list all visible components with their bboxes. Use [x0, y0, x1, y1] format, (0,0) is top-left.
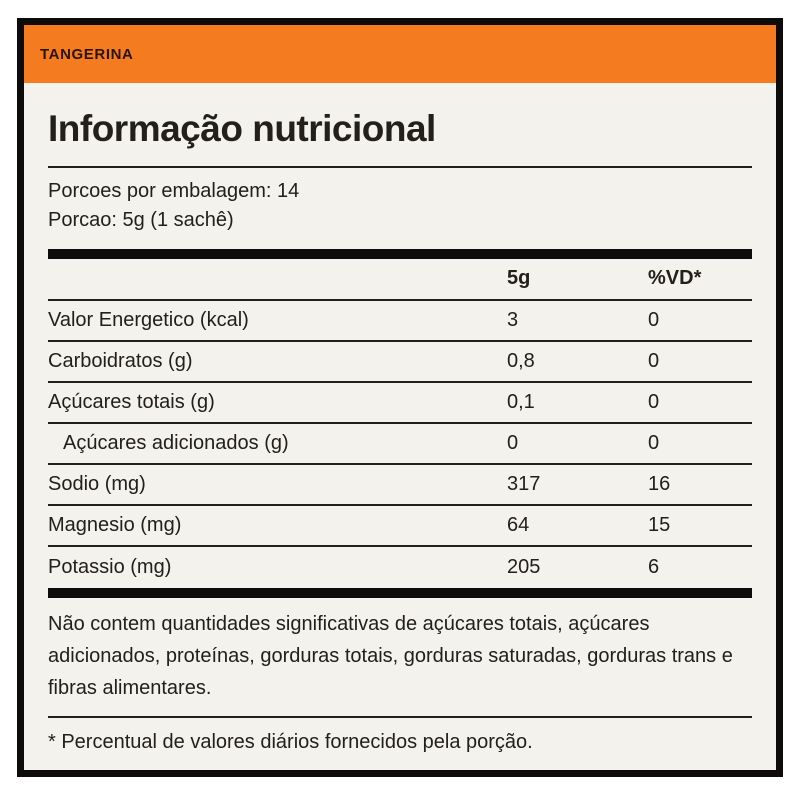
nutrient-name: Valor Energetico (kcal)	[48, 308, 249, 331]
table-row: Açúcares totais (g) 0,1 0	[48, 383, 752, 424]
flavor-band: TANGERINA	[24, 25, 776, 83]
table-row: Valor Energetico (kcal) 3 0	[48, 301, 752, 342]
nutrient-vd: 6	[648, 555, 660, 578]
nutrient-amount: 3	[507, 308, 519, 331]
nutrient-vd: 0	[648, 390, 660, 413]
label-content: Informação nutricional Porcoes por embal…	[24, 83, 776, 766]
table-row: Açúcares adicionados (g) 0 0	[48, 424, 752, 465]
portion-size: Porcao: 5g (1 sachê)	[48, 208, 234, 231]
significance-note: Não contem quantidades significativas de…	[48, 612, 733, 699]
nutrient-vd: 0	[648, 431, 660, 454]
footnote-divider	[48, 715, 752, 718]
nutrient-vd: 0	[648, 349, 660, 372]
table-bottom-bar	[48, 587, 752, 598]
flavor-name: TANGERINA	[40, 45, 134, 63]
nutrient-amount: 205	[507, 555, 541, 578]
table-row: Potassio (mg) 205 6	[48, 547, 752, 588]
table-header-row: 5g %VD*	[48, 259, 752, 301]
title-divider	[48, 165, 752, 168]
table-row: Sodio (mg) 317 16	[48, 465, 752, 506]
nutrient-vd: 15	[648, 513, 671, 536]
nutrient-name: Açúcares adicionados (g)	[63, 431, 289, 454]
table-row: Magnesio (mg) 64 15	[48, 506, 752, 547]
page-title: Informação nutricional	[48, 108, 436, 149]
nutrient-name: Potassio (mg)	[48, 555, 172, 578]
nutrient-amount: 0	[507, 431, 519, 454]
servings-per-package: Porcoes por embalagem: 14	[48, 179, 300, 202]
nutrient-name: Sodio (mg)	[48, 472, 146, 495]
nutrient-amount: 0,1	[507, 390, 535, 413]
nutrient-amount: 0,8	[507, 349, 535, 372]
table-row: Carboidratos (g) 0,8 0	[48, 342, 752, 383]
nutrient-name: Magnesio (mg)	[48, 513, 182, 536]
table-top-bar	[48, 248, 752, 259]
nutrient-amount: 64	[507, 513, 530, 536]
daily-value-footnote: * Percentual de valores diários fornecid…	[48, 730, 533, 753]
nutrient-name: Carboidratos (g)	[48, 349, 193, 372]
column-header-amount: 5g	[507, 267, 531, 290]
nutrient-vd: 0	[648, 308, 660, 331]
nutrition-table: 5g %VD* Valor Energetico (kcal) 3 0 Carb…	[48, 259, 752, 588]
serving-info: Porcoes por embalagem: 14 Porcao: 5g (1 …	[48, 168, 752, 249]
nutrient-amount: 317	[507, 472, 541, 495]
nutrient-vd: 16	[648, 472, 671, 495]
nutrition-label-card: TANGERINA Informação nutricional Porcoes…	[17, 18, 783, 777]
nutrient-name: Açúcares totais (g)	[48, 390, 215, 413]
column-header-vd: %VD*	[648, 267, 702, 290]
